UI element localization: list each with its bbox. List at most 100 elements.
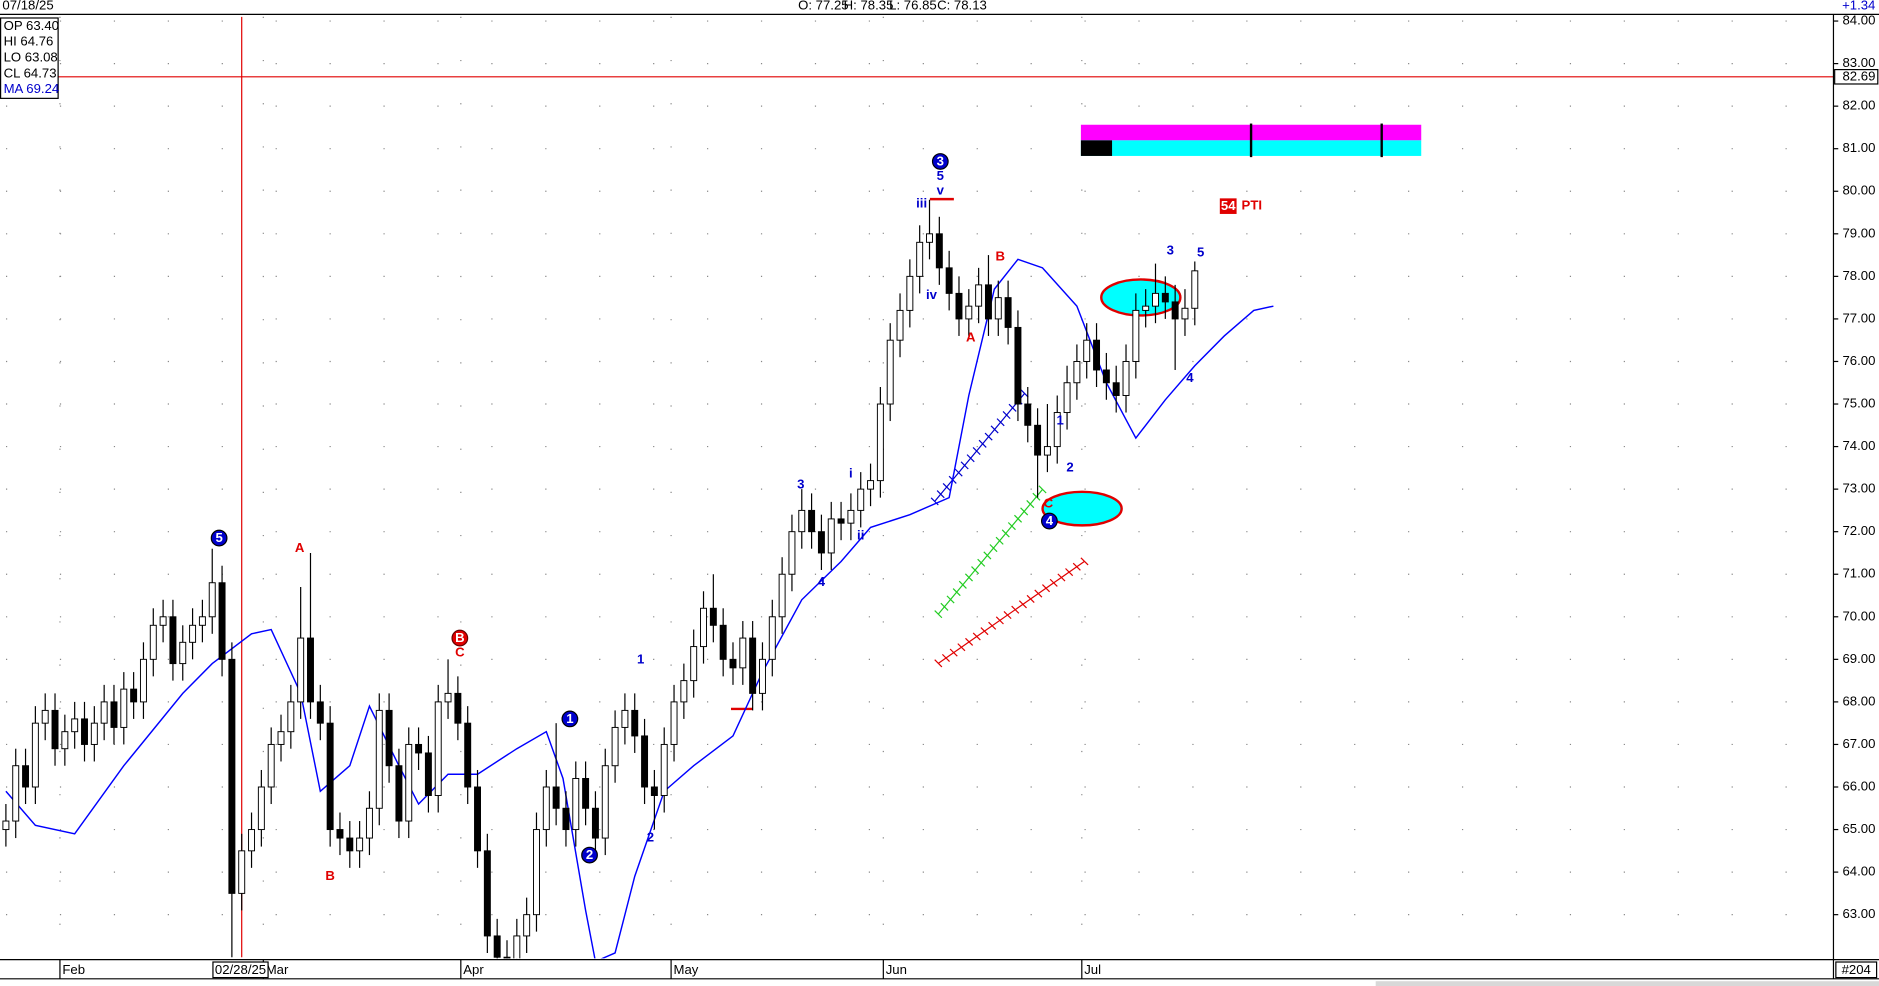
candle-body	[100, 701, 108, 724]
y-tick-label: 77.00	[1842, 310, 1875, 325]
channel-hash	[942, 482, 951, 492]
header-date: 07/18/25	[2, 0, 53, 12]
candle-body	[739, 637, 747, 669]
y-tick-label: 78.00	[1842, 268, 1875, 283]
channel-hash	[978, 439, 987, 448]
annotation-label: B	[995, 249, 1005, 264]
candle-body	[71, 718, 79, 733]
y-tick-label: 72.00	[1842, 523, 1875, 538]
y-tick-label: 82.00	[1842, 98, 1875, 113]
annotation-circle	[1040, 512, 1058, 530]
candle-body	[395, 765, 403, 822]
y-tick-label: 79.00	[1842, 225, 1875, 240]
crosshair-date-box	[212, 961, 269, 979]
channel-hash	[990, 425, 999, 434]
candle-body	[2, 820, 10, 831]
channel-hash	[1072, 562, 1081, 571]
header-close: C: 78.13	[937, 0, 987, 12]
annotation-label: A	[966, 330, 976, 345]
candle-body	[503, 956, 511, 959]
candle-body	[827, 518, 835, 554]
y-tick-label: 75.00	[1842, 396, 1875, 411]
candle-body	[768, 616, 776, 660]
candle-body	[1102, 369, 1110, 384]
channel-hash	[984, 432, 993, 441]
channel-hash	[1032, 492, 1041, 501]
candle-body	[876, 403, 884, 482]
candle-body	[896, 309, 904, 341]
channel-hash	[966, 454, 975, 463]
candle-body	[857, 488, 865, 511]
annotation-circle	[931, 153, 949, 170]
info-line: OP 63.40	[4, 18, 59, 33]
annotation-label: 5	[1197, 244, 1204, 259]
candle-body	[709, 607, 717, 626]
channel-hash	[972, 446, 981, 456]
channel-hash	[1014, 514, 1023, 523]
scrollbar[interactable]	[1375, 981, 1879, 986]
y-tick-label: 64.00	[1842, 864, 1875, 879]
candle-body	[1034, 424, 1042, 456]
y-tick-label: 63.00	[1842, 906, 1875, 921]
channel-hash	[1011, 605, 1020, 614]
annotation-label: A	[295, 540, 305, 555]
annotation-label: 2	[1066, 459, 1073, 474]
header-change: +1.34	[1842, 0, 1875, 12]
candle-body	[965, 305, 973, 320]
candle-body	[248, 829, 256, 852]
candle-body	[798, 509, 806, 533]
candle-body	[41, 709, 49, 724]
candle-body	[277, 731, 285, 745]
channel-hash	[995, 616, 1004, 625]
candle-body	[1093, 339, 1101, 371]
annotation-box	[1219, 198, 1237, 214]
channel-hash	[995, 536, 1004, 545]
candle-body	[434, 701, 442, 796]
info-line: CL 64.73	[4, 65, 57, 80]
channel-hash	[1026, 500, 1035, 509]
candle-body	[660, 743, 668, 796]
annotation-circle	[451, 629, 469, 647]
candle-body	[365, 807, 373, 839]
y-tick-label: 73.00	[1842, 481, 1875, 496]
channel-hash	[1002, 411, 1011, 420]
channel-hash	[1026, 594, 1035, 603]
candle-body	[886, 339, 894, 405]
candle-body	[523, 914, 531, 937]
candle-body	[238, 850, 246, 894]
info-box	[0, 17, 59, 99]
channel-hash	[960, 461, 969, 470]
candle-body	[975, 284, 983, 307]
header-high: H: 78.35	[844, 0, 894, 12]
channel-hash	[934, 659, 943, 668]
annotation-label: C	[455, 644, 465, 659]
annotation-label: 4	[1046, 513, 1054, 528]
candle-body	[1191, 270, 1199, 309]
candle-body	[326, 722, 334, 831]
candle-body	[1122, 360, 1130, 396]
candle-body	[189, 624, 197, 643]
candle-body	[454, 692, 462, 724]
channel-hash	[936, 490, 945, 499]
candle-body	[267, 743, 275, 788]
candle-body	[356, 837, 364, 852]
channel-hash	[965, 637, 974, 646]
channel-hash	[954, 468, 963, 477]
channel-hash	[1049, 578, 1058, 587]
candle-body	[1112, 382, 1120, 396]
candle-body	[621, 709, 629, 728]
candle-body	[572, 778, 580, 831]
annotation-label: B	[455, 630, 465, 645]
channel-hash	[1020, 389, 1029, 398]
channel-hash	[1034, 589, 1043, 598]
candle-body	[22, 765, 30, 788]
channel-hash	[930, 497, 939, 506]
channel-hash	[996, 418, 1005, 427]
candle-body	[906, 275, 914, 311]
channel-hash	[989, 544, 998, 553]
channel-hash	[1042, 584, 1051, 593]
y-tick-label: 83.00	[1842, 55, 1875, 70]
annotation-label: 3	[797, 476, 804, 491]
